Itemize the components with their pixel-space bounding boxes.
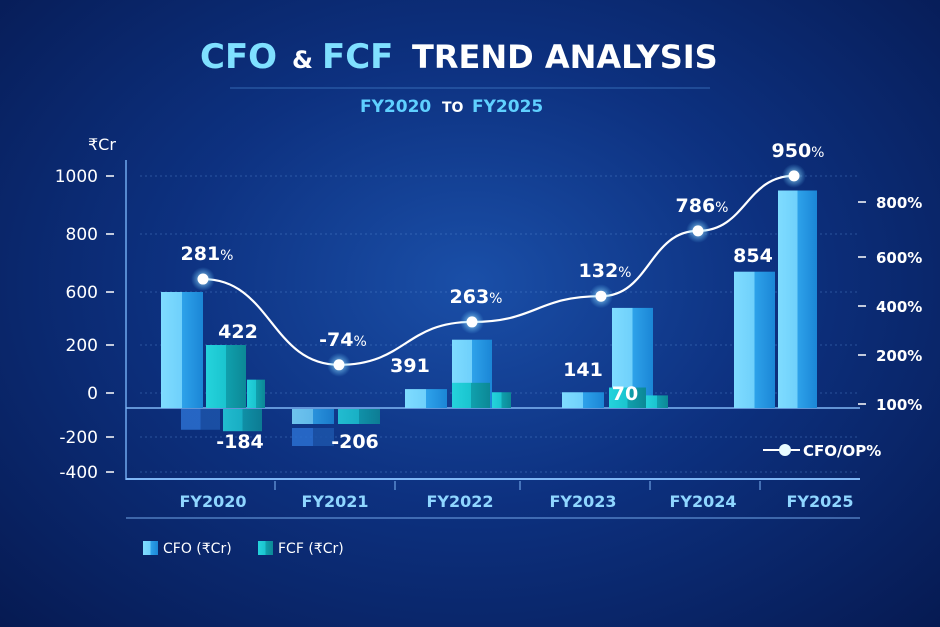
right-tick-label: 200%: [876, 347, 922, 365]
title-amp: &: [292, 46, 313, 74]
fcf-bar-fy2020: [206, 345, 246, 408]
cfo-bar-fy2020: [161, 292, 203, 408]
cfo-bar-fy2023: [562, 392, 604, 408]
subtitle-to: FY2025: [472, 97, 543, 117]
title-fcf: FCF: [322, 37, 393, 77]
line-value-label: 132%: [579, 260, 632, 282]
line-point: [466, 316, 478, 328]
fcf-bar-fy2021: [338, 409, 380, 424]
left-tick-label: 1000: [55, 167, 98, 187]
category-label: FY2023: [549, 492, 616, 511]
legend-label-cfo: CFO (₹Cr): [163, 541, 232, 557]
cfo-bar-fy2020: [181, 409, 220, 430]
line-point: [788, 170, 800, 182]
line-legend-label: CFO/OP%: [803, 442, 881, 460]
left-tick-label: 0: [87, 384, 98, 404]
y-axis-unit: ₹Cr: [88, 135, 116, 154]
fcf-bar-fy2020: [223, 409, 262, 432]
fcf-bar-fy2022: [492, 392, 511, 408]
right-tick-label: 400%: [876, 298, 922, 316]
bar-value-label: 70: [612, 383, 638, 405]
line-point: [595, 290, 607, 302]
fcf-bar-fy2022: [452, 382, 490, 408]
left-tick-label: 200: [66, 336, 98, 356]
left-tick-label: -200: [59, 428, 98, 448]
fcf-bar-fy2020: [247, 379, 265, 408]
bar-value-label: -184: [216, 431, 264, 453]
bar-value-label: 391: [390, 355, 430, 377]
left-tick-label: 600: [66, 283, 98, 303]
bar-value-label: 141: [563, 359, 603, 381]
subtitle-to-word: TO: [442, 100, 464, 116]
legend-swatch-cfo: [143, 541, 158, 555]
bar-value-label: -206: [331, 431, 379, 453]
legend-label-fcf: FCF (₹Cr): [278, 541, 344, 557]
line-value-label: 950%: [772, 140, 825, 162]
fcf-bar-fy2023: [646, 395, 668, 408]
bar-value-label: 422: [218, 321, 258, 343]
legend-swatch-fcf: [258, 541, 273, 555]
left-tick-label: 800: [66, 225, 98, 245]
line-legend: CFO/OP%: [763, 442, 881, 460]
title-rest: TREND ANALYSIS: [412, 38, 718, 76]
category-label: FY2022: [426, 492, 493, 511]
line-value-label: 281%: [181, 243, 234, 265]
line-point: [197, 273, 209, 285]
subtitle-from: FY2020: [360, 97, 431, 117]
cfo-bar-fy2022: [405, 389, 447, 408]
category-label: FY2021: [301, 492, 368, 511]
category-label: FY2024: [669, 492, 736, 511]
cfo-bar-fy2024: [734, 271, 775, 408]
bar-value-label: 854: [733, 245, 773, 267]
category-label: FY2020: [179, 492, 246, 511]
left-tick-label: -400: [59, 463, 98, 483]
right-tick-label: 800%: [876, 194, 922, 212]
right-tick-label: 600%: [876, 249, 922, 267]
line-point: [692, 225, 704, 237]
cfo-bar-fy2025: [778, 190, 817, 408]
cfo-bar-fy2021: [292, 409, 334, 424]
right-tick-label: 100%: [876, 396, 922, 414]
line-value-label: 263%: [450, 286, 503, 308]
line-value-label: 786%: [676, 195, 729, 217]
bar-legend: CFO (₹Cr) FCF (₹Cr): [143, 541, 344, 557]
title-cfo: CFO: [200, 37, 277, 77]
fcf-bar-fy2023: [609, 387, 646, 408]
line-value-label: -74%: [319, 329, 367, 351]
line-legend-marker: [779, 444, 791, 456]
line-point: [333, 359, 345, 371]
category-label: FY2025: [786, 492, 853, 511]
cfo-bar-fy2021: [292, 428, 334, 446]
